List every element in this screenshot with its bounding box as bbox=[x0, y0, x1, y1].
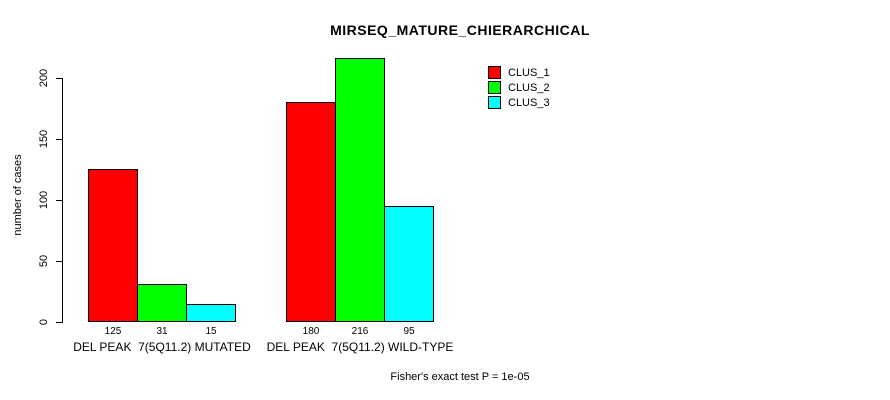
legend-swatch bbox=[488, 81, 501, 94]
y-tick-label: 50 bbox=[38, 254, 50, 268]
bar bbox=[286, 102, 336, 322]
y-axis-tick bbox=[56, 139, 62, 140]
bar-value-label: 216 bbox=[351, 326, 369, 337]
legend-item: CLUS_2 bbox=[488, 80, 550, 95]
legend-swatch bbox=[488, 66, 501, 79]
legend-item: CLUS_1 bbox=[488, 65, 550, 80]
y-axis-line bbox=[62, 78, 63, 323]
y-axis-tick bbox=[56, 78, 62, 79]
bar bbox=[137, 284, 187, 322]
bar bbox=[384, 206, 434, 322]
legend-label: CLUS_3 bbox=[508, 96, 550, 109]
bar-value-label: 15 bbox=[205, 326, 217, 337]
legend-item: CLUS_3 bbox=[488, 95, 550, 110]
legend: CLUS_1 CLUS_2 CLUS_3 bbox=[488, 65, 550, 110]
legend-swatch bbox=[488, 96, 501, 109]
y-tick-label: 0 bbox=[38, 318, 50, 326]
chart-title: MIRSEQ_MATURE_CHIERARCHICAL bbox=[330, 22, 590, 38]
bar-value-label: 125 bbox=[104, 326, 122, 337]
y-axis-tick bbox=[56, 261, 62, 262]
y-tick-label: 200 bbox=[38, 68, 50, 88]
y-tick-label: 150 bbox=[38, 129, 50, 149]
legend-label: CLUS_1 bbox=[508, 66, 550, 79]
bar bbox=[186, 304, 236, 322]
y-axis-tick bbox=[56, 322, 62, 323]
y-axis-label: number of cases bbox=[12, 154, 24, 236]
legend-label: CLUS_2 bbox=[508, 81, 550, 94]
category-label: DEL PEAK 7(5Q11.2) MUTATED bbox=[73, 340, 251, 354]
y-tick-label: 100 bbox=[38, 190, 50, 210]
y-axis-tick bbox=[56, 200, 62, 201]
bar bbox=[88, 169, 138, 322]
bar-value-label: 180 bbox=[302, 326, 320, 337]
bar bbox=[335, 58, 385, 322]
annotation-text: Fisher's exact test P = 1e-05 bbox=[390, 371, 530, 383]
bar-value-label: 95 bbox=[403, 326, 415, 337]
category-label: DEL PEAK 7(5Q11.2) WILD-TYPE bbox=[266, 340, 454, 354]
bar-value-label: 31 bbox=[156, 326, 168, 337]
